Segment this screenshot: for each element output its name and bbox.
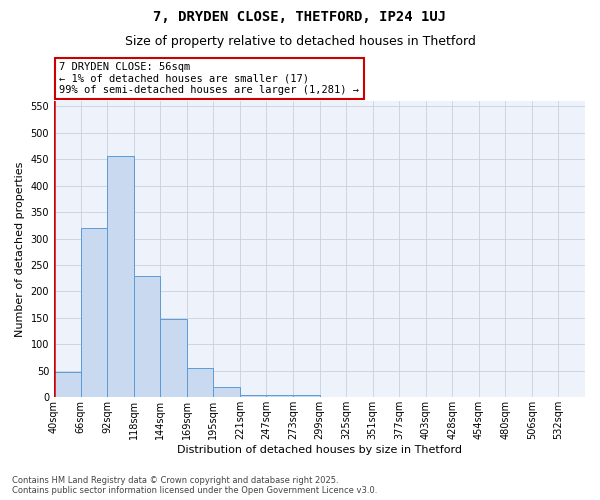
Bar [293,394,320,398]
Text: Size of property relative to detached houses in Thetford: Size of property relative to detached ho… [125,35,475,48]
Bar [160,319,187,398]
Bar [320,397,346,398]
X-axis label: Distribution of detached houses by size in Thetford: Distribution of detached houses by size … [177,445,462,455]
Y-axis label: Number of detached properties: Number of detached properties [15,162,25,337]
Text: Contains HM Land Registry data © Crown copyright and database right 2025.
Contai: Contains HM Land Registry data © Crown c… [12,476,377,495]
Bar [240,394,266,398]
Bar [505,397,532,398]
Bar [80,228,107,398]
Bar [266,394,293,398]
Text: 7 DRYDEN CLOSE: 56sqm
← 1% of detached houses are smaller (17)
99% of semi-detac: 7 DRYDEN CLOSE: 56sqm ← 1% of detached h… [59,62,359,95]
Bar [54,372,80,398]
Bar [187,368,214,398]
Bar [134,276,160,398]
Text: 7, DRYDEN CLOSE, THETFORD, IP24 1UJ: 7, DRYDEN CLOSE, THETFORD, IP24 1UJ [154,10,446,24]
Bar [107,156,134,398]
Bar [214,386,240,398]
